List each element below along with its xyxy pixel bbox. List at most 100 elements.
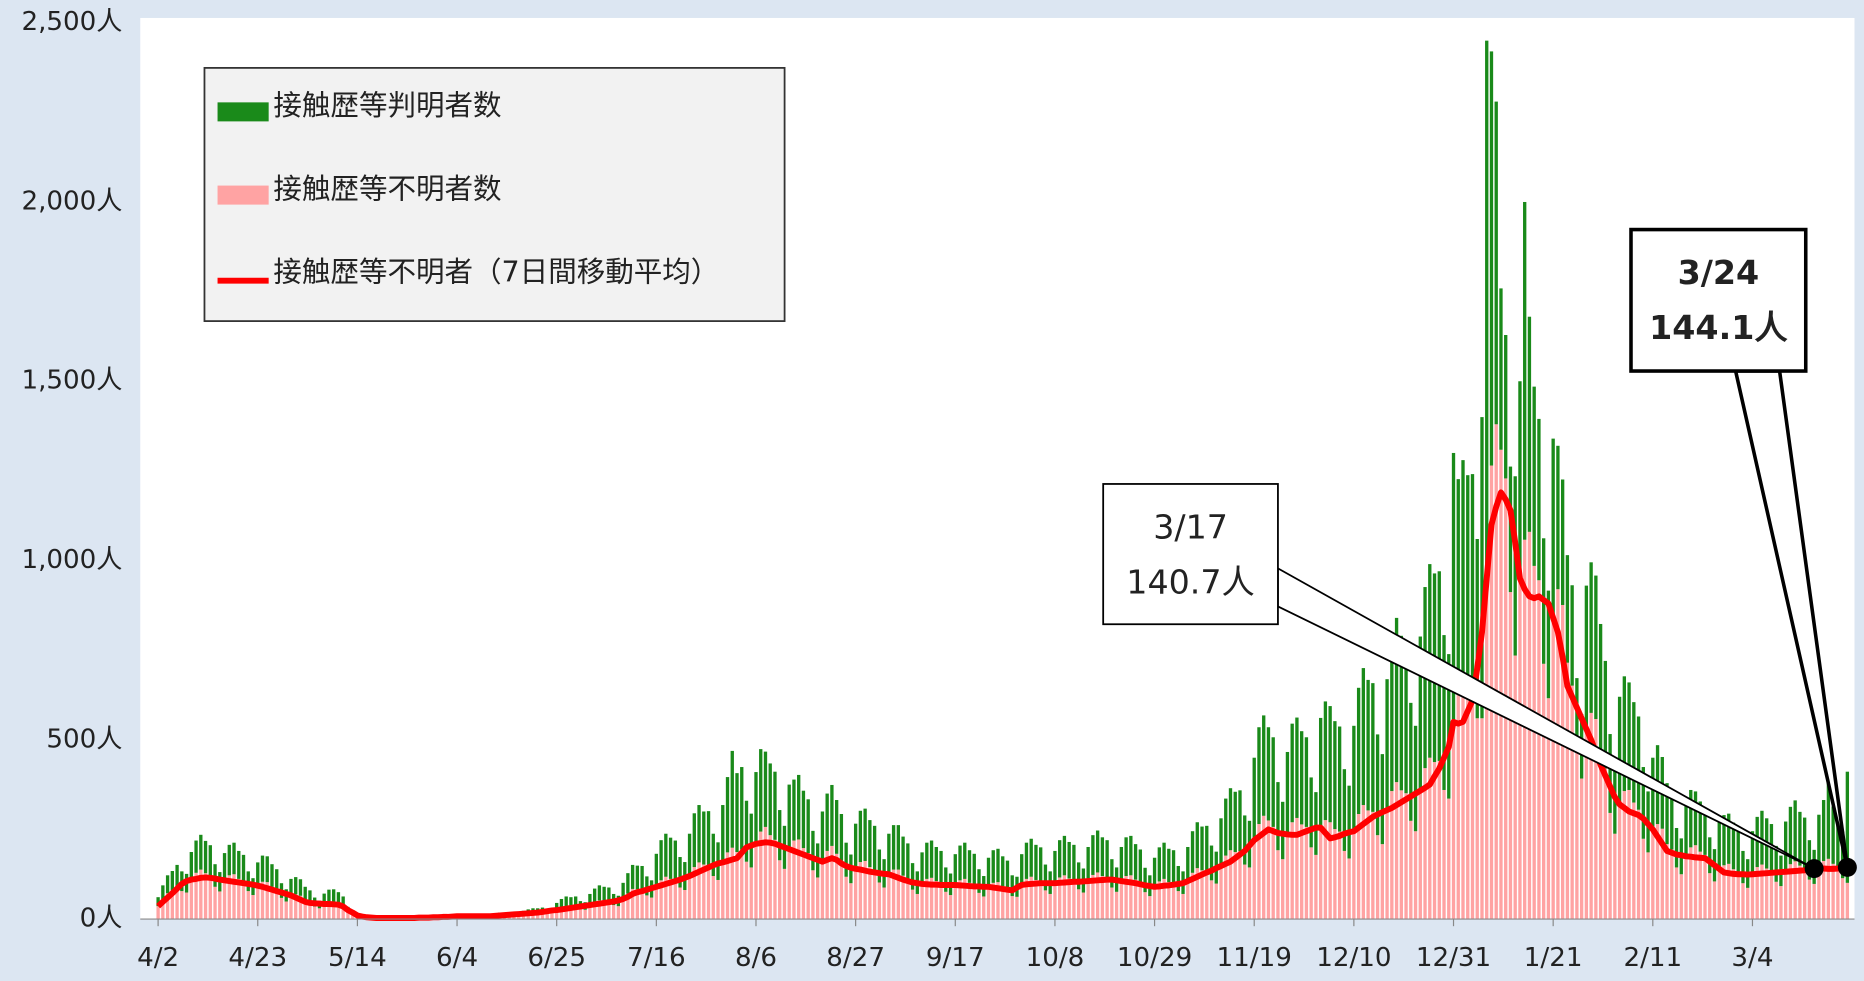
bar [1594, 718, 1598, 920]
bar [1404, 793, 1408, 920]
bar [759, 831, 763, 920]
bar [963, 878, 967, 920]
bar [1356, 687, 1361, 815]
bar [218, 891, 222, 920]
bar [175, 864, 179, 888]
bar [1494, 424, 1498, 920]
bar [1295, 717, 1299, 818]
y-tick-label: 1,500人 [21, 366, 122, 396]
bar [569, 897, 573, 907]
bar [232, 874, 236, 920]
bar [1375, 734, 1380, 836]
bar [574, 906, 578, 920]
bar [1750, 831, 1755, 875]
x-tick-label: 9/17 [926, 943, 985, 973]
bar [920, 883, 924, 920]
bar [716, 879, 720, 920]
bar [559, 907, 564, 920]
bar [583, 909, 587, 920]
bar [1323, 820, 1328, 920]
bar [740, 849, 744, 920]
bar [1480, 718, 1484, 920]
bar [934, 881, 938, 920]
bar [986, 886, 991, 920]
bar [1461, 682, 1465, 920]
bar [1337, 831, 1342, 920]
bar [687, 833, 692, 877]
bar [1314, 854, 1318, 920]
bar [711, 833, 715, 877]
bar [1076, 862, 1081, 890]
point-marker [1837, 857, 1857, 877]
bar [616, 906, 621, 920]
bar [1736, 872, 1740, 920]
bar [1233, 791, 1237, 853]
bar [1641, 767, 1645, 839]
bar [1224, 798, 1228, 856]
bar [332, 901, 336, 920]
bar [1542, 663, 1546, 920]
bar [1470, 689, 1475, 920]
bar [1627, 682, 1631, 790]
point-marker [1804, 859, 1824, 879]
bar [1005, 860, 1010, 889]
bar [1513, 476, 1517, 656]
bar [1442, 789, 1446, 920]
bar [1347, 858, 1351, 920]
bar [1575, 749, 1579, 920]
bar [222, 880, 227, 920]
bar [844, 842, 848, 877]
bar [180, 891, 184, 920]
bar [1281, 801, 1285, 860]
x-tick-label: 2/11 [1623, 943, 1682, 973]
x-tick-label: 4/23 [228, 943, 287, 973]
bar [673, 840, 677, 880]
bar [1537, 580, 1541, 920]
bar [668, 878, 673, 920]
bar [1674, 867, 1679, 920]
bar [635, 889, 640, 920]
bar [327, 901, 331, 920]
bar [1100, 876, 1105, 920]
bar [1717, 822, 1721, 869]
bar [265, 856, 269, 883]
bar [1262, 715, 1266, 816]
bar [1328, 706, 1332, 823]
bar [1418, 636, 1422, 791]
bar [165, 875, 170, 894]
x-tick-label: 1/21 [1524, 943, 1583, 973]
bar [721, 805, 725, 863]
bar [1627, 789, 1631, 920]
bar [1836, 812, 1840, 866]
bar [1034, 844, 1038, 880]
bar [958, 845, 962, 881]
bar [1779, 886, 1783, 920]
bar [1157, 847, 1161, 882]
bar [322, 893, 326, 904]
bar [203, 873, 208, 920]
bar [872, 825, 877, 870]
bar [251, 895, 255, 920]
bar [1304, 826, 1309, 920]
bar [963, 842, 967, 879]
bar [1831, 806, 1835, 864]
bar [834, 853, 839, 920]
x-tick-label: 8/6 [735, 943, 777, 973]
bar [1570, 685, 1574, 920]
bar [1774, 881, 1778, 920]
bar [925, 878, 929, 920]
bar [1693, 845, 1698, 920]
bar [868, 820, 872, 868]
bar [877, 849, 882, 883]
callout-date: 3/17 [1153, 508, 1228, 547]
bar [891, 869, 896, 920]
bar [1594, 575, 1598, 719]
callout-box [1102, 483, 1279, 626]
bar [1114, 891, 1119, 920]
bar [944, 867, 948, 892]
bar [279, 897, 284, 920]
bar [1456, 694, 1460, 920]
bar [1219, 865, 1223, 920]
bar [303, 886, 307, 901]
